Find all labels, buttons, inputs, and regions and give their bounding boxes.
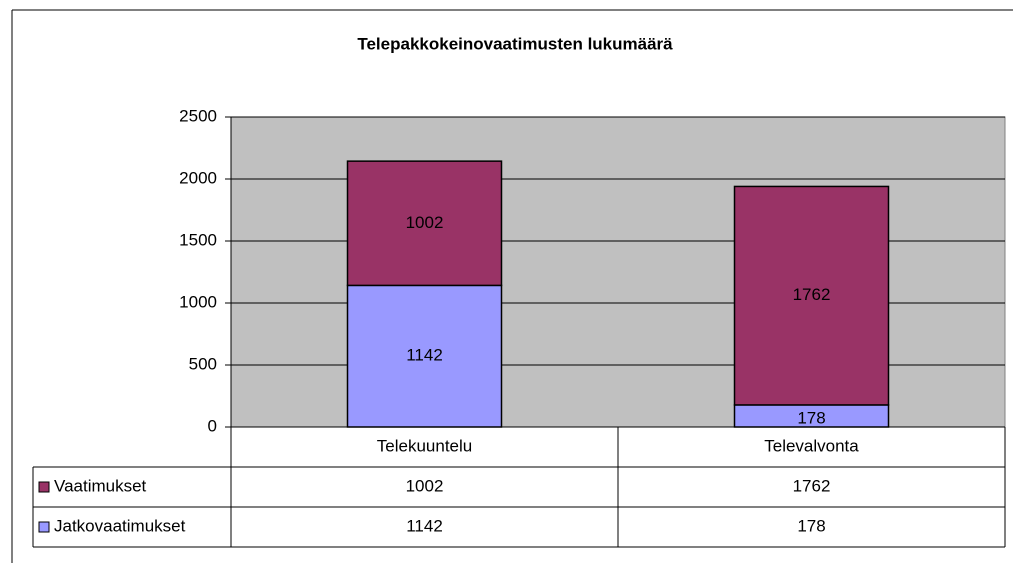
data-label: 178 <box>797 408 825 427</box>
x-tick-label: Televalvonta <box>764 436 859 455</box>
y-tick-label: 2000 <box>179 168 217 187</box>
data-label: 1142 <box>406 346 443 365</box>
legend-swatch <box>38 481 50 493</box>
x-tick-label: Telekuuntelu <box>377 436 472 455</box>
y-tick-label: 2500 <box>179 106 217 125</box>
data-label: 1762 <box>793 285 831 304</box>
legend-swatch <box>38 521 50 533</box>
y-tick-label: 1500 <box>179 230 217 249</box>
y-tick-label: 500 <box>189 354 217 373</box>
bar-segment <box>346 160 503 287</box>
bar-segment <box>733 185 890 406</box>
table-value: 1762 <box>793 476 831 495</box>
table-value: 1002 <box>406 476 444 495</box>
table-value: 178 <box>797 516 825 535</box>
chart-title: Telepakkokeinovaatimusten lukumäärä <box>357 34 673 53</box>
bar-segment <box>346 284 503 428</box>
legend-label: Vaatimukset <box>54 476 147 495</box>
y-tick-label: 1000 <box>179 292 217 311</box>
data-label: 1002 <box>406 213 444 232</box>
table-value: 1142 <box>406 516 443 535</box>
legend-label: Jatkovaatimukset <box>54 516 186 535</box>
y-tick-label: 0 <box>208 416 217 435</box>
